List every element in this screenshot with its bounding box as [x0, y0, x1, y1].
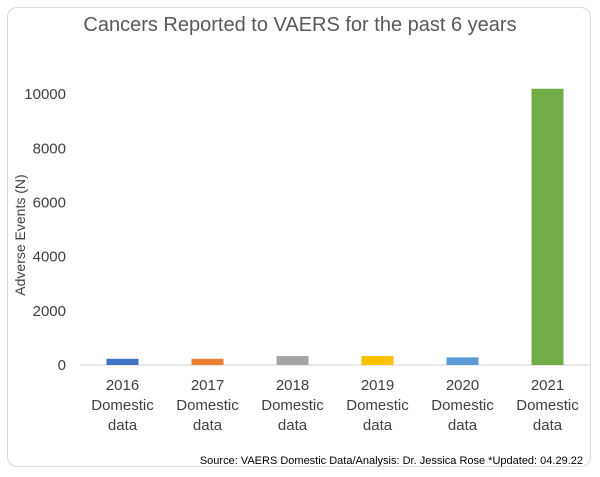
bar [531, 88, 564, 365]
bar [106, 358, 139, 365]
x-tick-label: 2021 [531, 377, 564, 394]
x-tick-label: data [193, 417, 223, 434]
bar [191, 358, 224, 365]
bar [446, 357, 479, 365]
chart-card [7, 7, 591, 467]
y-tick-label: 2000 [33, 303, 66, 320]
x-tick-label: 2020 [446, 377, 479, 394]
y-tick-label: 6000 [33, 195, 66, 212]
x-tick-label: 2018 [276, 377, 309, 394]
y-axis-label: Adverse Events (N) [12, 174, 28, 295]
bar [276, 356, 309, 365]
x-tick-label: data [363, 417, 393, 434]
x-tick-label: Domestic [516, 397, 579, 414]
x-tick-label: data [278, 417, 308, 434]
x-tick-label: Domestic [346, 397, 409, 414]
x-tick-label: Domestic [176, 397, 239, 414]
x-tick-label: data [533, 417, 563, 434]
chart-title: Cancers Reported to VAERS for the past 6… [83, 14, 516, 36]
x-tick-label: 2019 [361, 377, 394, 394]
x-tick-label: 2017 [191, 377, 224, 394]
x-tick-label: data [448, 417, 478, 434]
x-axis: 2016 Domestic data 2017 Domestic data 2018 Dome… [91, 377, 579, 434]
x-tick-label: 2016 [106, 377, 139, 394]
y-axis: 0 2000 4000 6000 8000 10000 [24, 86, 66, 374]
y-tick-label: 0 [58, 357, 66, 374]
y-tick-label: 4000 [33, 249, 66, 266]
bar [361, 356, 394, 365]
source-note: Source: VAERS Domestic Data/Analysis: Dr… [200, 455, 583, 467]
x-tick-label: Domestic [261, 397, 324, 414]
y-tick-label: 8000 [33, 140, 66, 157]
bars [106, 88, 564, 365]
x-tick-label: Domestic [91, 397, 154, 414]
x-tick-label: Domestic [431, 397, 494, 414]
y-tick-label: 10000 [24, 86, 66, 103]
x-tick-label: data [108, 417, 138, 434]
